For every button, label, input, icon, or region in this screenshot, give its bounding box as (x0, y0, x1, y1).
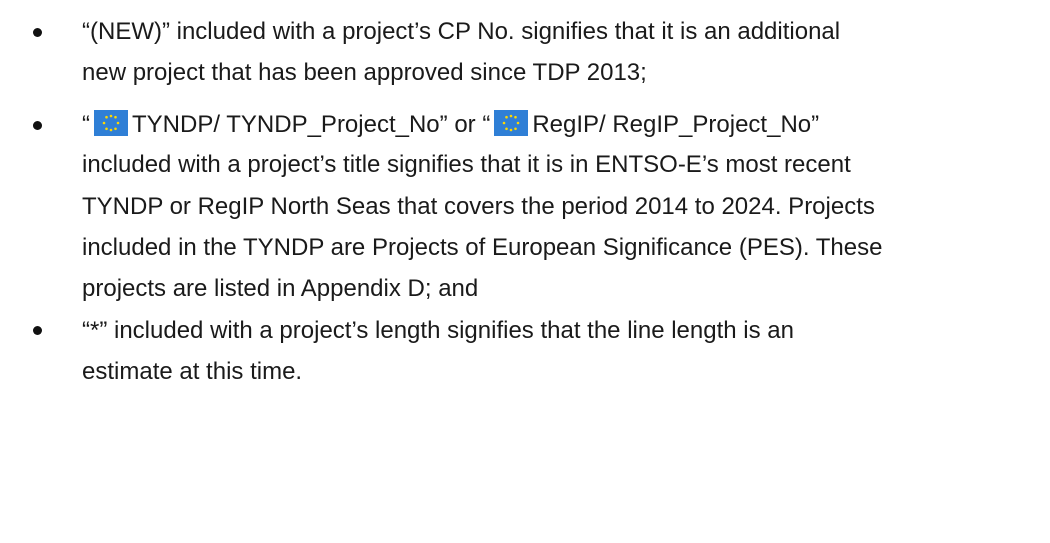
eu-flag-icon (494, 110, 529, 136)
text-line: “ TYNDP/ TYNDP_Project_No” or “ RegIP/ Reg… (82, 110, 819, 140)
text-line: estimate at this time. (82, 358, 303, 385)
text-line: projects are listed in Appendix D; and (82, 275, 479, 302)
eu-flag-icon (94, 110, 128, 136)
text-line: included in the TYNDP are Projects of Eu… (82, 234, 883, 261)
text: TYNDP/ TYNDP_Project_No” or “ (132, 111, 491, 138)
text-line: included with a project’s title signifie… (82, 151, 851, 178)
text: RegIP/ RegIP_Project_No” (532, 111, 820, 138)
text-line: “(NEW)” included with a project’s CP No.… (82, 18, 841, 45)
text: “ (82, 111, 90, 138)
text-line: new project that has been approved since… (82, 59, 647, 86)
text-line: “*” included with a project’s length sig… (82, 317, 794, 344)
bullet (33, 121, 42, 130)
text-line: TYNDP or RegIP North Seas that covers th… (82, 193, 875, 220)
bullet (33, 28, 42, 37)
bullet (33, 326, 42, 335)
